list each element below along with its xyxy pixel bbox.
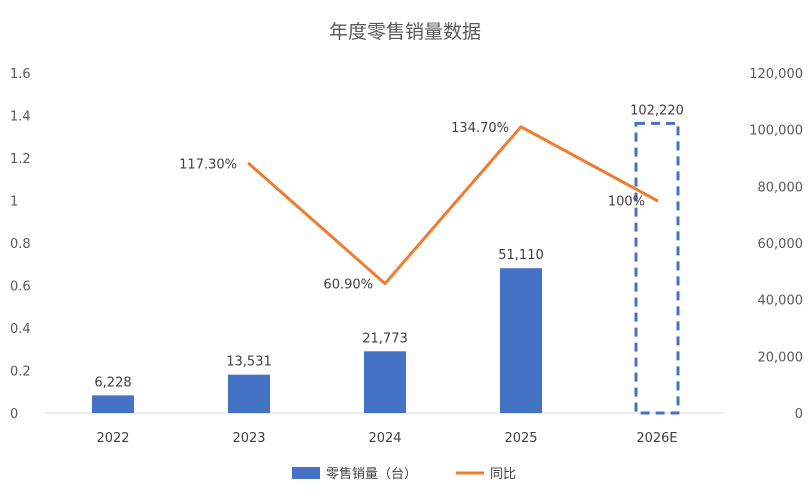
right-axis-tick-label: 60,000 <box>758 237 804 252</box>
x-axis-tick-label: 2023 <box>232 431 265 446</box>
left-axis-tick-label: 0.6 <box>10 280 31 295</box>
bar-data-label: 21,773 <box>362 331 408 346</box>
right-axis-tick-label: 120,000 <box>749 67 803 82</box>
x-axis-tick-label: 2025 <box>504 431 537 446</box>
bar-2026e <box>634 121 680 415</box>
left-axis-tick-label: 0.4 <box>10 322 31 337</box>
right-axis-tick-label: 80,000 <box>758 180 804 195</box>
bar-2022 <box>92 395 134 413</box>
left-axis-tick-label: 0 <box>10 407 18 422</box>
line-yoy <box>247 125 659 286</box>
bar-2025 <box>500 268 542 413</box>
left-axis-tick-label: 0.2 <box>10 365 31 380</box>
left-axis-tick-label: 1.6 <box>10 67 31 82</box>
line-data-label: 60.90% <box>323 278 373 293</box>
x-axis-tick-label: 2026E <box>636 431 677 446</box>
line-data-label: 134.70% <box>451 121 509 136</box>
bar-2023 <box>228 374 270 413</box>
right-axis-tick-label: 40,000 <box>758 294 804 309</box>
x-axis-tick-label: 2024 <box>368 431 401 446</box>
line-data-label: 117.30% <box>179 158 237 173</box>
bar-data-label: 51,110 <box>498 248 544 263</box>
legend-label-bar: 零售销量（台） <box>326 466 417 482</box>
legend-label-line: 同比 <box>490 467 516 482</box>
bar-data-label: 13,531 <box>226 355 272 370</box>
left-axis-tick-label: 0.8 <box>10 237 31 252</box>
left-axis-tick-label: 1.2 <box>10 152 31 167</box>
bar-data-label: 6,228 <box>94 375 131 390</box>
left-axis-tick-label: 1.4 <box>10 110 31 125</box>
line-data-label: 100% <box>608 195 645 210</box>
bar-2024 <box>364 351 406 413</box>
right-axis-tick-label: 20,000 <box>758 350 804 365</box>
left-axis-tick-label: 1 <box>10 195 18 210</box>
right-axis-tick-label: 0 <box>795 407 803 422</box>
legend-swatch-bar <box>292 467 320 479</box>
chart-title: 年度零售销量数据 <box>329 21 481 43</box>
bar-data-label: 102,220 <box>630 103 684 118</box>
right-axis-tick-label: 100,000 <box>749 124 803 139</box>
x-axis-tick-label: 2022 <box>96 431 129 446</box>
